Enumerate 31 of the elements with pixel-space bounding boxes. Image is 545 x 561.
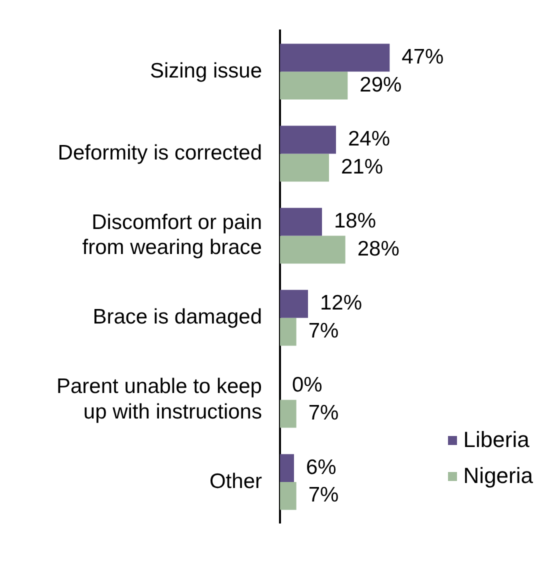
bar xyxy=(280,126,336,154)
data-label: 28% xyxy=(357,238,400,261)
bar xyxy=(280,44,390,72)
bar xyxy=(280,318,296,346)
bar xyxy=(280,154,329,182)
legend-label: Liberia xyxy=(463,427,530,453)
data-label: 47% xyxy=(402,45,444,68)
data-label: 12% xyxy=(320,292,362,315)
bar xyxy=(280,290,308,318)
legend-label: Nigeria xyxy=(463,463,533,489)
y-tick-label: Deformity is corrected xyxy=(58,141,262,164)
bar xyxy=(280,400,296,428)
y-tick-label: Other xyxy=(209,470,262,493)
bar xyxy=(280,454,294,482)
data-label: 21% xyxy=(341,155,384,178)
data-label: 6% xyxy=(306,456,336,479)
data-label: 18% xyxy=(334,210,376,233)
y-tick-label: Brace is damaged xyxy=(92,306,262,329)
bar xyxy=(280,208,322,236)
data-label: 7% xyxy=(308,484,339,507)
data-label: 7% xyxy=(308,320,339,343)
bar xyxy=(280,482,296,510)
data-label: 7% xyxy=(308,402,339,425)
bar xyxy=(280,236,346,264)
data-label: 29% xyxy=(360,73,402,96)
y-tick-label: Discomfort or pain from wearing brace xyxy=(82,210,262,260)
data-label: 24% xyxy=(348,128,390,151)
data-label: 0% xyxy=(292,374,322,397)
y-tick-label: Parent unable to keep up with instructions xyxy=(56,375,262,424)
bar xyxy=(280,72,348,100)
y-tick-label: Sizing issue xyxy=(150,59,262,82)
